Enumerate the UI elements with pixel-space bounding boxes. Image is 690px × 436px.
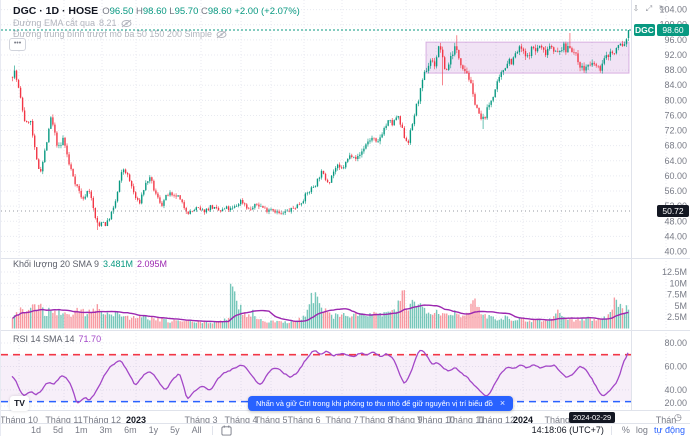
- indicator-legend-ema[interactable]: Đường EMA cắt qua 8.21: [13, 18, 132, 28]
- time-axis-label: Tháng 11: [45, 415, 83, 425]
- price-tick-label: 12.5M: [662, 267, 687, 277]
- price-tick-label: 68.00: [664, 141, 687, 151]
- time-axis-label: Tháng 7: [325, 415, 359, 425]
- symbol-legend[interactable]: DGC · 1D · HOSE O96.50 H98.60 L95.70 C98…: [13, 5, 300, 17]
- time-axis-label: Tháng 6: [287, 415, 321, 425]
- indicator-legend-ma-triple[interactable]: Đường trung bình trượt mô ba 50 150 200 …: [13, 29, 227, 39]
- price-tick-label: 7.5M: [667, 290, 687, 300]
- range-6m-button[interactable]: 6m: [124, 425, 137, 435]
- range-3m-button[interactable]: 3m: [99, 425, 113, 435]
- volume-value: 3.481M: [102, 259, 134, 269]
- price-tick-label: 20.00: [664, 398, 687, 408]
- time-axis-label: Tháng 12: [476, 415, 516, 425]
- time-axis-label: Tháng 2: [544, 415, 578, 425]
- zoom-hint-tooltip: Nhấn và giữ Ctrl trong khi phóng to thu …: [248, 396, 514, 411]
- time-axis-label: 2023: [125, 415, 147, 425]
- time-axis-label: Thán: [655, 415, 677, 425]
- tooltip-close-icon[interactable]: ×: [499, 398, 506, 408]
- ohlc-values: O96.50 H98.60 L95.70 C98.60 +2.00 (+2.07…: [102, 5, 300, 17]
- price-tick-label: 80.00: [664, 338, 687, 348]
- pane-controls: ⇩ ⤢ ↻: [631, 4, 667, 14]
- price-tick-label: 92.00: [664, 50, 687, 60]
- legend-more-button[interactable]: •••: [9, 38, 26, 51]
- price-tick-label: 60.00: [664, 171, 687, 181]
- rsi-legend[interactable]: RSI 14 SMA 14 71.70: [13, 334, 102, 344]
- change-value: +2.00 (+2.07%): [234, 5, 300, 17]
- range-5y-button[interactable]: 5y: [170, 425, 180, 435]
- rsi-line: [11, 349, 629, 404]
- rectangle-drawing: [425, 41, 630, 74]
- pane-down-icon[interactable]: ⇩: [632, 4, 640, 13]
- pane-restore-icon[interactable]: ↻: [658, 4, 666, 13]
- eye-off-icon[interactable]: [216, 30, 227, 39]
- time-axis-label: Tháng 5: [254, 415, 288, 425]
- price-tick-label: 56.00: [664, 186, 687, 196]
- price-tick-label: 96.00: [664, 35, 687, 45]
- rsi-value: 71.70: [78, 334, 102, 344]
- price-tick-label: 84.00: [664, 80, 687, 90]
- price-tick-label: 10M: [669, 278, 687, 288]
- time-axis-label: Tháng 10: [416, 415, 456, 425]
- price-tick-label: 80.00: [664, 95, 687, 105]
- price-tick-label: 76.00: [664, 110, 687, 120]
- auto-scale-button[interactable]: tự động: [653, 425, 685, 435]
- price-tick-label: 72.00: [664, 126, 687, 136]
- time-axis-label: Tháng 10: [0, 415, 39, 425]
- price-tick-label: 40.00: [664, 385, 687, 395]
- time-axis-label: Tháng 8: [359, 415, 393, 425]
- rsi-band: [1, 354, 631, 402]
- percent-scale-button[interactable]: %: [621, 425, 630, 435]
- range-1y-button[interactable]: 1y: [148, 425, 159, 435]
- symbol-title: DGC · 1D · HOSE: [13, 5, 99, 17]
- time-axis[interactable]: Tháng 10 Tháng 11 Tháng 12 2023 Tháng 3 Tháng…: [1, 410, 690, 425]
- hline-price-badge: 50.72: [657, 205, 689, 217]
- volume-legend[interactable]: Khối lượng 20 SMA 9 3.481M 2.095M: [13, 259, 168, 269]
- price-tick-label: 104.00: [659, 5, 687, 15]
- price-tick-label: 48.00: [664, 216, 687, 226]
- time-axis-label: Tháng 11: [447, 415, 485, 425]
- bottom-toolbar: 1d 5d 1m 3m 6m 1y 5y All 14:18:06 (UTC+7…: [1, 423, 690, 436]
- range-1d-button[interactable]: 1d: [31, 425, 42, 435]
- time-axis-label: 2024: [512, 415, 534, 425]
- volume-up-bars: [13, 283, 630, 329]
- candlestick-up-bodies: [13, 30, 630, 226]
- time-axis-label: Tháng 3: [184, 415, 218, 425]
- range-1m-button[interactable]: 1m: [75, 425, 88, 435]
- tradingview-logo[interactable]: TV: [10, 396, 29, 411]
- pane-maximize-icon[interactable]: ⤢: [645, 4, 653, 13]
- symbol-price-badge: DGC: [634, 24, 655, 36]
- volume-ma-line: [12, 304, 629, 323]
- price-tick-label: 2.5M: [667, 312, 687, 322]
- volume-down-bars: [11, 290, 624, 329]
- price-tick-label: 60.00: [664, 361, 687, 371]
- volume-ma-value: 2.095M: [137, 259, 168, 269]
- timezone-clock-icon[interactable]: ◷: [674, 412, 682, 422]
- price-tick-label: 44.00: [664, 231, 687, 241]
- calendar-icon[interactable]: [221, 424, 232, 436]
- price-tick-label: 5M: [674, 301, 687, 311]
- date-marker-badge: 2024-02-29: [569, 412, 615, 423]
- last-price-badge: 98.60: [657, 24, 689, 36]
- range-all-button[interactable]: All: [191, 425, 202, 435]
- price-tick-label: 64.00: [664, 156, 687, 166]
- time-axis-label: Tháng 9: [389, 415, 423, 425]
- time-axis-label: Tháng 4: [224, 415, 258, 425]
- range-5d-button[interactable]: 5d: [53, 425, 64, 435]
- time-axis-label: Tháng 12: [82, 415, 122, 425]
- log-scale-button[interactable]: log: [635, 425, 648, 435]
- eye-off-icon[interactable]: [121, 19, 132, 28]
- price-tick-label: 40.00: [664, 247, 687, 257]
- clock-time[interactable]: 14:18:06 (UTC+7): [531, 425, 604, 435]
- price-tick-label: 88.00: [664, 65, 687, 75]
